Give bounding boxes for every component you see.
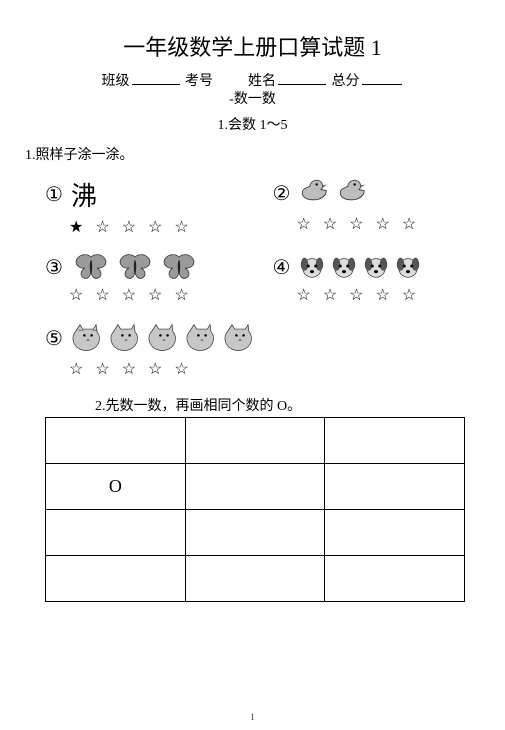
table-cell[interactable] [185, 510, 325, 556]
table-cell[interactable] [185, 556, 325, 602]
item-4: ④ [253, 249, 481, 317]
name-blank[interactable] [278, 71, 326, 85]
stars-4: ☆ ☆ ☆ ☆ ☆ [297, 285, 477, 305]
total-label: 总分 [332, 74, 360, 89]
table-row [46, 418, 465, 464]
butterfly-icon [71, 253, 111, 281]
class-label: 班级 [102, 74, 130, 89]
q1-label: 1.照样子涂一涂。 [25, 144, 480, 164]
table-cell[interactable] [46, 556, 186, 602]
table-cell[interactable] [325, 556, 465, 602]
duck-icon [298, 176, 332, 210]
table-cell[interactable] [325, 418, 465, 464]
table-row [46, 510, 465, 556]
exam-label: 考号 [185, 74, 213, 89]
dog-icon [394, 253, 422, 281]
stars-2: ☆ ☆ ☆ ☆ ☆ [297, 214, 477, 234]
dog-icon [298, 253, 326, 281]
section-head: 1.会数 1〜5 [25, 114, 480, 134]
num-2: ② [273, 181, 291, 206]
item-1: ① 沸 ★ ☆ ☆ ☆ ☆ [25, 172, 253, 249]
table-cell[interactable] [325, 510, 465, 556]
cat-icon [223, 321, 257, 355]
total-blank[interactable] [362, 71, 402, 85]
cat-icon [147, 321, 181, 355]
cat-icon [109, 321, 143, 355]
answer-table: O [45, 417, 465, 602]
table-cell[interactable] [325, 464, 465, 510]
page-title: 一年级数学上册口算试题 1 [25, 30, 480, 62]
stars-1: ★ ☆ ☆ ☆ ☆ [69, 217, 249, 237]
cat-icon [71, 321, 105, 355]
info-line: 班级 考号 姓名 总分 [25, 70, 480, 90]
num-4: ④ [273, 255, 291, 280]
butterfly-icon [159, 253, 199, 281]
item-2: ② ☆ ☆ ☆ ☆ ☆ [253, 172, 481, 249]
duck-icon [336, 176, 370, 210]
q2-label: 2.先数一数，再画相同个数的 O。 [25, 395, 480, 415]
dog-icon [362, 253, 390, 281]
table-cell[interactable] [185, 418, 325, 464]
page-number: 1 [0, 712, 505, 722]
item-3: ③ ☆ ☆ ☆ ☆ ☆ [25, 249, 253, 317]
num-3: ③ [45, 255, 63, 280]
cat-icon [185, 321, 219, 355]
table-row: O [46, 464, 465, 510]
name-label: 姓名 [248, 74, 276, 89]
table-cell[interactable] [46, 418, 186, 464]
subtitle: -数一数 [25, 88, 480, 108]
class-blank[interactable] [132, 71, 180, 85]
butterfly-icon [115, 253, 155, 281]
item-5: ⑤ [25, 317, 480, 391]
stars-5: ☆ ☆ ☆ ☆ ☆ [69, 359, 476, 379]
stars-3: ☆ ☆ ☆ ☆ ☆ [69, 285, 249, 305]
table-row [46, 556, 465, 602]
num-1: ① [45, 182, 63, 207]
table-cell[interactable] [185, 464, 325, 510]
dog-icon [330, 253, 358, 281]
items-grid: ① 沸 ★ ☆ ☆ ☆ ☆ ② ☆ ☆ ☆ ☆ ☆ ③ [25, 172, 480, 391]
table-cell[interactable] [46, 510, 186, 556]
boil-char: 沸 [71, 176, 97, 213]
table-cell-o[interactable]: O [46, 464, 186, 510]
num-5: ⑤ [45, 326, 63, 351]
